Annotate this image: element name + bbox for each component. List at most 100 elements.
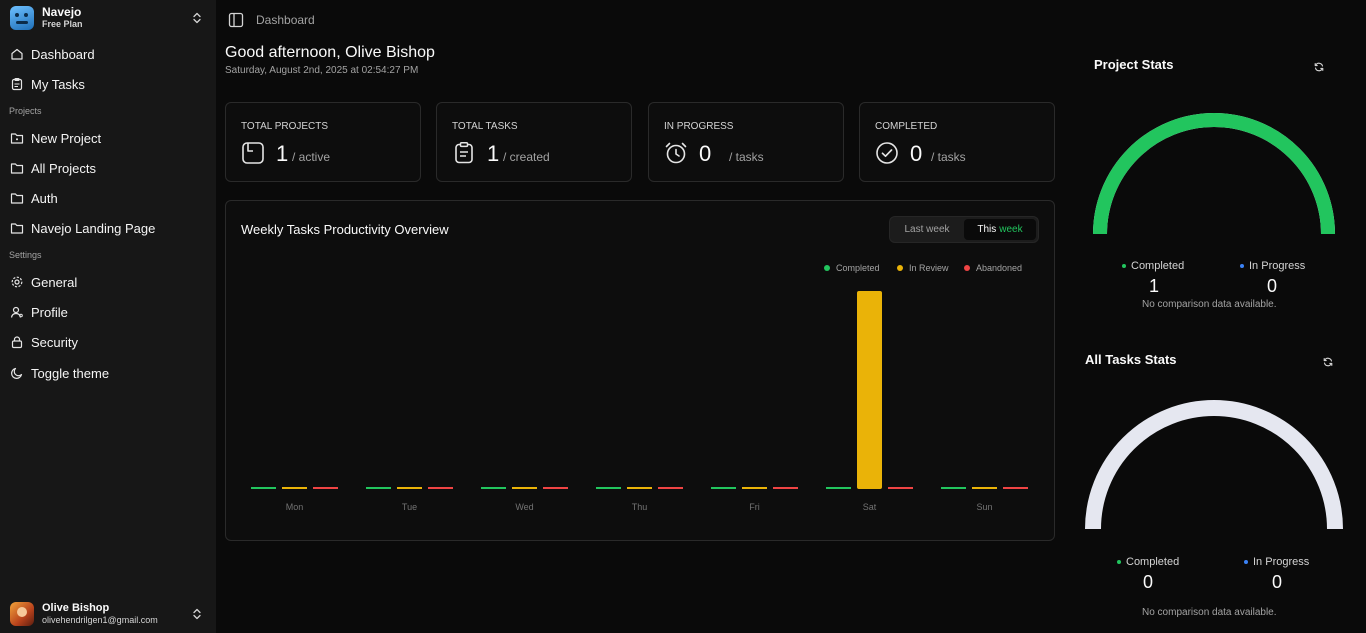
legend-label: Completed — [836, 263, 880, 273]
alarm-clock-icon — [664, 141, 688, 165]
gauge-track — [1093, 113, 1335, 235]
bar-abandoned-sun[interactable] — [1003, 487, 1028, 489]
x-tick-label: Wed — [515, 502, 533, 512]
breadcrumb[interactable]: Dashboard — [256, 13, 315, 27]
legend-dot — [824, 265, 830, 271]
tasks-comparison-note: No comparison data available. — [1142, 607, 1277, 618]
sidebar-item-all-projects[interactable]: All Projects — [8, 155, 208, 181]
sidebar-item-label: Auth — [31, 190, 58, 206]
weekly-bar-chart: Mon Tue Wed Thu Fri Sat Sun — [251, 291, 1028, 512]
refresh-icon[interactable] — [1323, 354, 1333, 367]
card-suffix: / created — [503, 150, 550, 164]
x-tick-label: Mon — [286, 502, 304, 512]
check-circle-icon — [875, 141, 899, 165]
gauge-track — [1085, 400, 1343, 530]
bar-completed-thu[interactable] — [596, 487, 621, 489]
legend-dot — [1117, 560, 1121, 564]
x-tick-label: Sun — [976, 502, 992, 512]
card-value: 0 — [910, 141, 923, 166]
sidebar-item-security[interactable]: Security — [8, 329, 208, 355]
x-tick-label: Fri — [749, 502, 760, 512]
bar-in-review-sun[interactable] — [972, 487, 997, 489]
workspace-switcher[interactable]: Navejo Free Plan — [10, 4, 208, 32]
bar-completed-mon[interactable] — [251, 487, 276, 489]
sidebar-item-new-project[interactable]: New Project — [8, 125, 208, 151]
bar-abandoned-thu[interactable] — [658, 487, 683, 489]
card-value: 1 — [276, 141, 289, 166]
project-comparison-note: No comparison data available. — [1142, 299, 1277, 310]
sidebar-item-label: New Project — [31, 130, 102, 146]
chart-title: Weekly Tasks Productivity Overview — [241, 222, 449, 237]
sidebar-item-profile[interactable]: Profile — [8, 299, 208, 325]
bar-completed-tue[interactable] — [366, 487, 391, 489]
bar-completed-fri[interactable] — [711, 487, 736, 489]
completed-card: COMPLETED 0 / tasks — [859, 102, 1055, 182]
tasks-in-progress-value: 0 — [1272, 572, 1283, 592]
user-menu[interactable]: Olive Bishop olivehendrilgen1@gmail.com — [10, 600, 208, 628]
sidebar-item-general[interactable]: General — [8, 269, 208, 295]
bar-in-review-fri[interactable] — [742, 487, 767, 489]
legend-label: In Progress — [1249, 260, 1306, 272]
bar-completed-sat[interactable] — [826, 487, 851, 489]
avatar — [10, 602, 34, 626]
bar-abandoned-mon[interactable] — [313, 487, 338, 489]
user-icon — [10, 305, 24, 319]
card-label: TOTAL TASKS — [452, 121, 518, 132]
sidebar-item-navejo-landing-page[interactable]: Navejo Landing Page — [8, 215, 208, 241]
user-name: Olive Bishop — [42, 602, 110, 614]
project-stats-title: Project Stats — [1094, 57, 1174, 72]
home-icon — [10, 47, 24, 61]
brand-name: Navejo — [42, 5, 82, 19]
project-completed-value: 1 — [1149, 276, 1160, 296]
sidebar-item-label: Dashboard — [31, 46, 95, 62]
bar-abandoned-wed[interactable] — [543, 487, 568, 489]
bar-completed-sun[interactable] — [941, 487, 966, 489]
x-tick-label: Tue — [402, 502, 417, 512]
bar-abandoned-fri[interactable] — [773, 487, 798, 489]
sidebar-item-auth[interactable]: Auth — [8, 185, 208, 211]
bar-in-review-thu[interactable] — [627, 487, 652, 489]
legend-label: In Review — [909, 263, 949, 273]
bar-in-review-tue[interactable] — [397, 487, 422, 489]
sidebar-item-label: My Tasks — [31, 76, 85, 92]
card-label: IN PROGRESS — [664, 121, 734, 132]
legend-in-review: In Review — [897, 263, 949, 273]
bar-abandoned-tue[interactable] — [428, 487, 453, 489]
sidebar-toggle-icon[interactable] — [228, 12, 244, 28]
gear-icon — [10, 275, 24, 289]
settings-heading: Settings — [9, 250, 42, 260]
sidebar-item-dashboard[interactable]: Dashboard — [8, 41, 208, 67]
week-toggle: Last week This week — [889, 216, 1039, 243]
bar-in-review-wed[interactable] — [512, 487, 537, 489]
sidebar-item-label: All Projects — [31, 160, 97, 176]
legend-completed: Completed — [824, 263, 880, 273]
clipboard-icon — [10, 77, 24, 91]
bar-completed-wed[interactable] — [481, 487, 506, 489]
sidebar-item-label: Toggle theme — [31, 365, 110, 381]
tasks-completed-legend: Completed — [1117, 556, 1179, 568]
legend-label: Abandoned — [976, 263, 1023, 273]
bar-in-review-sat[interactable] — [857, 291, 882, 489]
in-progress-card: IN PROGRESS 0 / tasks — [648, 102, 844, 182]
legend-label: Completed — [1126, 556, 1180, 568]
clipboard-icon — [452, 141, 476, 165]
last-week-button[interactable]: Last week — [904, 224, 950, 235]
project-in-progress-value: 0 — [1267, 276, 1278, 296]
total-tasks-card: TOTAL TASKS 1 / created — [436, 102, 632, 182]
folder-icon — [10, 191, 24, 205]
sidebar-item-label: Security — [31, 334, 78, 350]
toggle-theme-button[interactable]: Toggle theme — [8, 360, 208, 386]
current-date: Saturday, August 2nd, 2025 at 02:54:27 P… — [225, 65, 419, 76]
projects-heading: Projects — [9, 106, 42, 116]
legend-abandoned: Abandoned — [964, 263, 1022, 273]
refresh-icon[interactable] — [1314, 59, 1324, 72]
this-week-button[interactable]: This week — [964, 219, 1036, 240]
bar-in-review-mon[interactable] — [282, 487, 307, 489]
legend-label: Completed — [1131, 260, 1185, 272]
sidebar-item-my-tasks[interactable]: My Tasks — [8, 71, 208, 97]
bar-abandoned-sat[interactable] — [888, 487, 913, 489]
card-label: TOTAL PROJECTS — [241, 121, 329, 132]
this-week-label: This — [977, 224, 997, 235]
legend-dot — [1240, 264, 1244, 268]
